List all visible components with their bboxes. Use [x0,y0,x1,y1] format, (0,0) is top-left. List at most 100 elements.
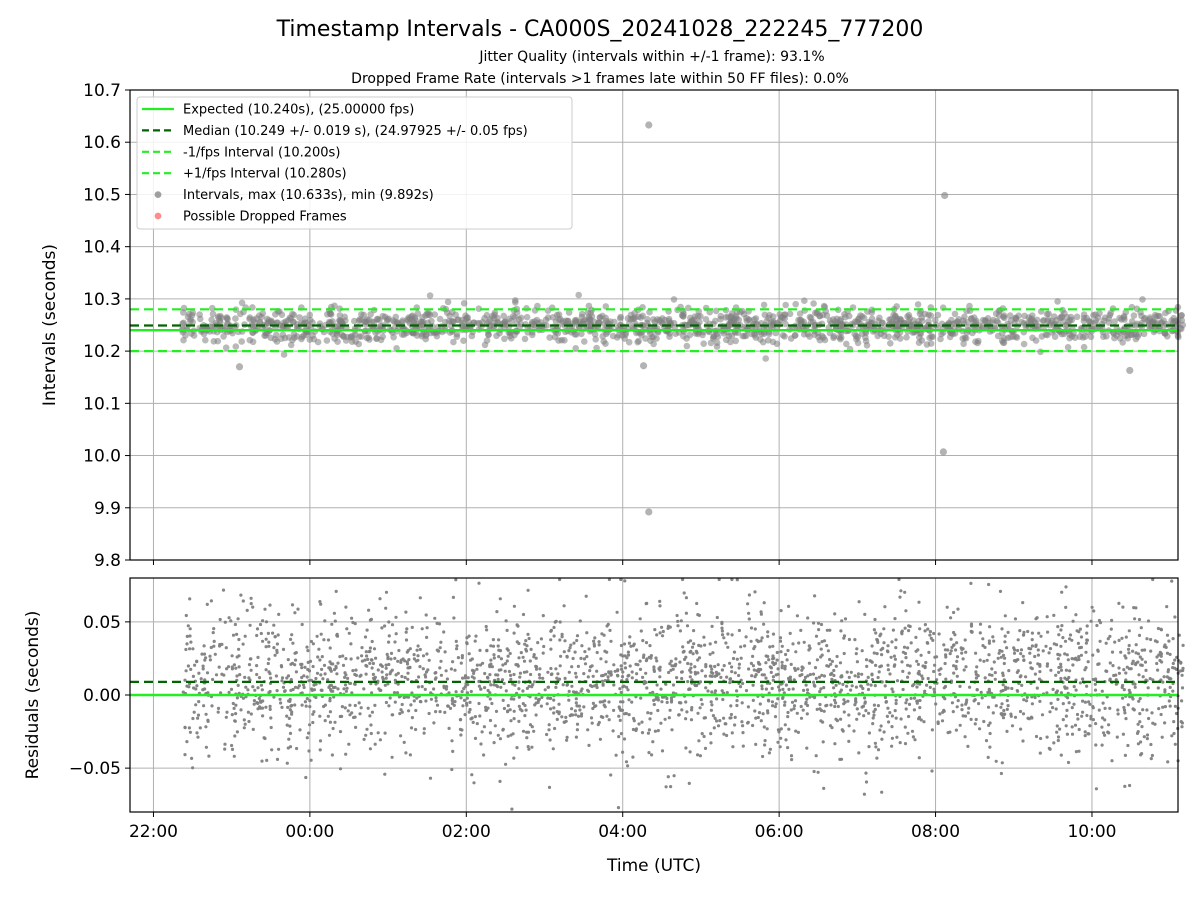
residual-point [422,731,426,735]
residual-point [364,672,368,676]
residual-point [466,683,470,687]
residual-point [950,701,955,705]
residual-point [1005,646,1009,650]
residual-point [973,698,977,702]
residual-point [607,718,611,722]
residual-point [916,662,921,667]
interval-point [323,337,331,344]
residual-point [427,711,431,716]
residual-point [312,710,316,714]
residual-point [537,673,542,677]
residual-point [904,609,908,613]
interval-point [508,317,515,325]
residual-point [200,652,204,656]
residual-point [539,704,544,708]
residual-point [725,675,729,679]
residual-point [585,631,589,635]
residual-point [261,619,265,623]
residual-point [223,620,227,624]
residual-point [1105,669,1109,674]
residual-point [513,683,517,687]
interval-point [1020,340,1028,348]
residual-point [552,634,556,638]
residual-point [500,678,505,682]
residual-point [508,708,512,712]
residual-point [311,664,315,669]
residual-point [877,670,881,674]
residual-point [475,663,479,667]
residual-point [786,746,790,750]
residual-point [486,688,490,693]
interval-point [751,331,758,339]
residual-point [863,696,867,700]
residual-point [794,650,798,654]
residual-point [462,698,467,703]
residual-point [909,696,913,701]
residual-point [1140,657,1144,661]
interval-point [732,337,739,345]
residual-point [368,618,372,622]
legend-entry-3: +1/fps Interval (10.280s) [183,167,347,182]
residual-point [237,665,241,669]
residual-point [393,656,397,661]
residual-point [671,683,676,687]
residual-point [1108,706,1112,711]
residual-point [1149,742,1153,747]
residual-point [943,648,948,652]
residual-point [663,717,667,721]
residual-point [986,705,991,709]
residual-point [1179,720,1183,724]
residual-point [679,619,683,623]
residual-point [399,734,403,738]
residual-point [1028,661,1032,665]
residual-point [878,728,882,732]
residual-point [328,666,332,670]
residual-point [227,690,231,695]
residual-point [387,662,391,667]
residual-point [327,733,332,737]
residual-point [740,720,744,724]
residual-point [362,737,366,742]
residual-point [328,646,332,650]
residual-point [747,593,752,597]
residual-point [1083,730,1087,734]
residual-point [471,720,475,725]
residual-point [1019,652,1023,656]
residual-point [483,686,487,690]
residual-point [371,672,375,677]
residual-point [619,577,623,582]
residual-point [249,668,253,672]
interval-point [587,309,594,317]
intervals-ytick-label-1: 9.9 [94,499,121,519]
interval-point [925,318,932,325]
interval-point [558,320,566,327]
residual-point [202,652,207,656]
residual-point [568,714,572,718]
residual-point [260,688,264,692]
residual-point [780,660,784,664]
residual-point [1150,753,1154,758]
residual-point [555,717,559,722]
interval-point [327,319,334,326]
residual-point [755,638,759,642]
residual-point [785,658,789,662]
residual-point [1151,678,1155,682]
residual-point [726,645,730,649]
residual-point [505,647,509,651]
residual-point [880,680,884,684]
interval-point [578,310,586,318]
residual-point [1033,654,1037,659]
residual-point [187,685,191,689]
residual-point [769,670,773,675]
residual-point [935,678,939,682]
residual-point [793,666,797,670]
residual-point [702,716,706,720]
residual-point [1126,703,1130,707]
residual-point [635,672,639,676]
residual-point [635,648,639,652]
residual-point [1128,783,1132,788]
residual-point [524,708,528,712]
residual-point [744,689,749,693]
residual-point [984,739,989,743]
residual-point [512,604,517,608]
